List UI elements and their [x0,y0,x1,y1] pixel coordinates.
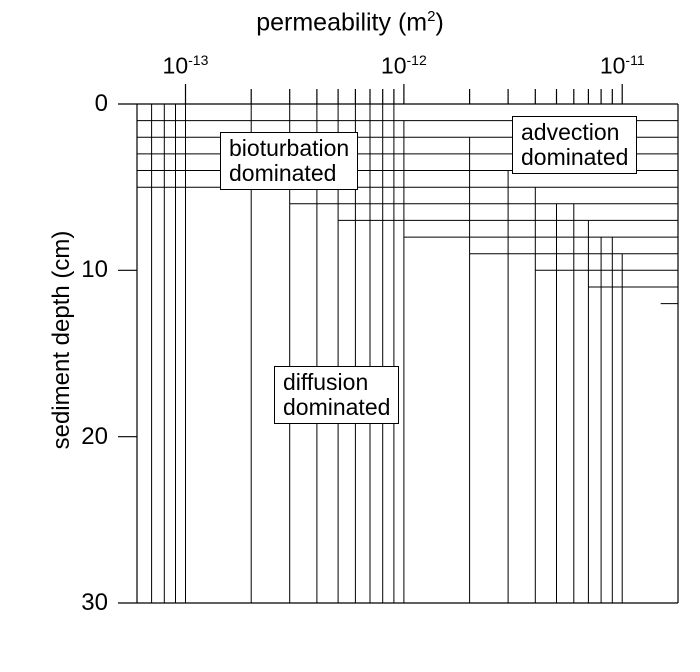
region-label-line-2: dominated [283,394,391,420]
region-label-diffusion: diffusion dominated [274,366,400,424]
x-tick-label-exponent: -13 [188,52,209,68]
region-label-line-2: dominated [229,160,337,186]
x-tick-label-base: 10 [599,52,626,79]
x-axis-title-text: permeability (m [256,8,428,37]
x-tick-label-exponent: -11 [625,52,645,68]
x-tick-label: 10-13 [163,52,209,80]
axes [118,84,679,604]
region-label-line-2: dominated [521,144,629,170]
y-tick-label: 10 [81,256,108,284]
x-tick-label-exponent: -12 [406,52,427,68]
y-axis-title: sediment depth (cm) [48,230,75,450]
x-tick-label-base: 10 [162,52,189,79]
region-label-line-1: diffusion [283,369,369,395]
y-tick-label: 20 [81,422,108,450]
x-tick-label: 10-11 [600,52,645,80]
region-label-advection: advection dominated [512,116,638,174]
y-tick-label: 0 [94,90,108,117]
x-axis-title-exponent: 2 [427,8,436,25]
x-tick-label: 10-12 [381,52,427,80]
y-tick-label: 30 [81,589,108,616]
x-axis-title-close: ) [435,8,444,37]
region-label-line-1: advection [521,119,620,145]
region-label-bioturbation: bioturbation dominated [220,132,359,190]
x-tick-label-base: 10 [380,52,407,79]
region-label-line-1: bioturbation [229,135,350,161]
x-axis-title: permeability (m2) [0,8,700,37]
